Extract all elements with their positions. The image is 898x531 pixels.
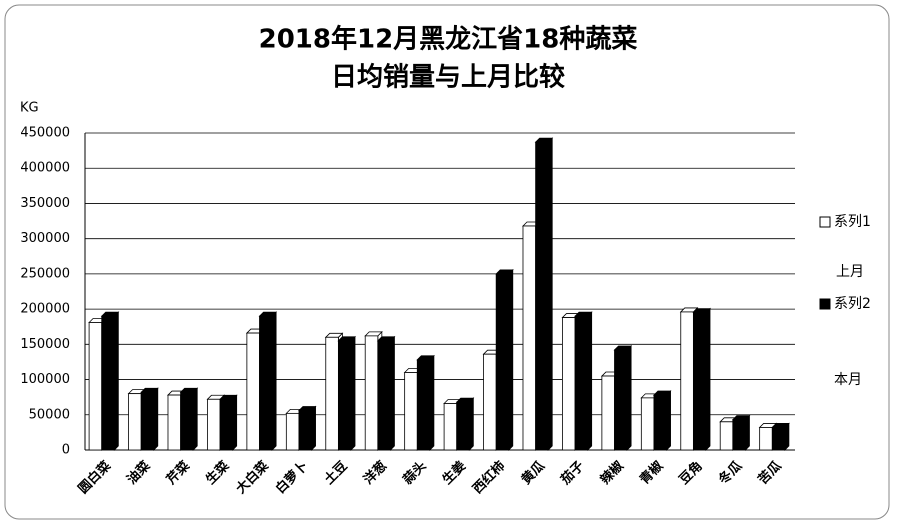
bar-side <box>350 335 356 451</box>
bar <box>535 141 549 451</box>
bar-side <box>429 354 435 451</box>
bar <box>88 322 103 451</box>
bar-side <box>390 335 395 451</box>
bar <box>325 336 339 451</box>
bar <box>416 359 431 451</box>
bar <box>404 372 418 451</box>
bar-side <box>547 137 553 451</box>
bar <box>207 398 221 451</box>
bar-side <box>468 397 474 451</box>
bar <box>377 340 391 451</box>
legend-label: 系列2 <box>834 296 871 312</box>
bar-side <box>508 268 514 451</box>
bar-side <box>192 387 198 451</box>
bar-side <box>271 311 277 451</box>
y-axis-label: KG <box>20 101 39 116</box>
bar <box>456 401 470 451</box>
bar-side <box>113 311 119 451</box>
chart-subtitle: 日均销量与上月比较 <box>331 62 565 93</box>
bar <box>140 391 155 451</box>
bar <box>614 349 628 451</box>
y-tick-label: 400000 <box>20 161 70 176</box>
bar-side <box>626 345 632 451</box>
bar <box>219 398 234 451</box>
y-tick-label: 0 <box>62 443 70 458</box>
bar <box>443 403 458 451</box>
bar <box>640 397 655 451</box>
bar <box>180 391 194 451</box>
legend-swatch <box>819 216 831 228</box>
y-tick-label: 300000 <box>20 231 70 246</box>
bar <box>692 312 707 451</box>
bar <box>128 393 142 451</box>
bar-side <box>784 422 790 451</box>
bar <box>483 353 497 451</box>
bar-side <box>705 307 711 451</box>
bar <box>680 311 694 451</box>
y-tick-label: 100000 <box>20 372 70 387</box>
bar <box>522 225 537 451</box>
bar <box>601 375 615 451</box>
bar <box>574 315 589 451</box>
bar <box>653 394 667 451</box>
bar-side <box>153 387 159 451</box>
bar <box>495 273 510 451</box>
y-tick-label: 50000 <box>29 407 70 422</box>
y-tick-label: 250000 <box>20 266 70 281</box>
bar-side <box>745 414 750 451</box>
bar <box>732 419 746 451</box>
chart-title: 2018年12月黑龙江省18种蔬菜 <box>259 24 638 55</box>
chart-border <box>4 4 890 520</box>
bar <box>246 332 260 451</box>
bar-side <box>232 394 238 451</box>
bar-side <box>311 405 316 451</box>
bar <box>285 412 300 451</box>
bar <box>101 315 115 451</box>
bar <box>259 315 273 451</box>
bar <box>364 335 379 451</box>
bar <box>562 317 576 451</box>
bar <box>719 421 734 451</box>
bar-side <box>666 390 671 451</box>
bar-side <box>587 311 593 451</box>
y-tick-label: 450000 <box>20 126 70 141</box>
legend-label: 系列1 <box>834 214 871 230</box>
y-tick-label: 350000 <box>20 196 70 211</box>
legend-swatch <box>819 298 831 310</box>
y-tick-label: 200000 <box>20 302 70 317</box>
bar <box>771 427 786 451</box>
annotation: 上月 <box>836 264 864 280</box>
bar <box>167 394 182 451</box>
annotation: 本月 <box>834 372 862 388</box>
bar <box>298 410 312 451</box>
y-tick-label: 150000 <box>20 337 70 352</box>
bar <box>759 427 773 451</box>
bar <box>337 340 352 451</box>
